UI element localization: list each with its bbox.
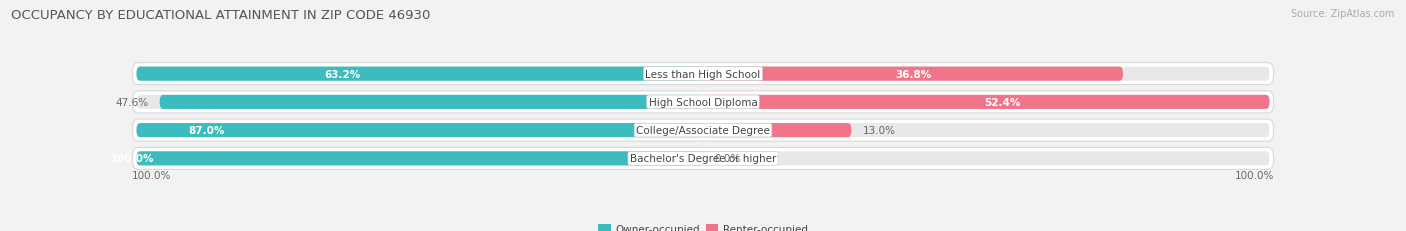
Text: 63.2%: 63.2% bbox=[325, 69, 360, 79]
Text: Bachelor's Degree or higher: Bachelor's Degree or higher bbox=[630, 154, 776, 164]
Text: Source: ZipAtlas.com: Source: ZipAtlas.com bbox=[1291, 9, 1395, 19]
Text: 100.0%: 100.0% bbox=[111, 154, 155, 164]
Legend: Owner-occupied, Renter-occupied: Owner-occupied, Renter-occupied bbox=[595, 219, 811, 231]
FancyBboxPatch shape bbox=[136, 124, 703, 138]
FancyBboxPatch shape bbox=[132, 91, 1274, 113]
Text: College/Associate Degree: College/Associate Degree bbox=[636, 126, 770, 136]
FancyBboxPatch shape bbox=[703, 95, 1270, 109]
Text: Less than High School: Less than High School bbox=[645, 69, 761, 79]
FancyBboxPatch shape bbox=[703, 124, 852, 138]
FancyBboxPatch shape bbox=[136, 67, 703, 81]
Text: 87.0%: 87.0% bbox=[188, 126, 225, 136]
Text: 100.0%: 100.0% bbox=[132, 170, 172, 181]
Text: High School Diploma: High School Diploma bbox=[648, 97, 758, 107]
FancyBboxPatch shape bbox=[136, 95, 1270, 109]
FancyBboxPatch shape bbox=[132, 148, 1274, 170]
FancyBboxPatch shape bbox=[160, 95, 703, 109]
Text: 0.0%: 0.0% bbox=[714, 154, 741, 164]
Text: 36.8%: 36.8% bbox=[894, 69, 931, 79]
Text: OCCUPANCY BY EDUCATIONAL ATTAINMENT IN ZIP CODE 46930: OCCUPANCY BY EDUCATIONAL ATTAINMENT IN Z… bbox=[11, 9, 430, 22]
FancyBboxPatch shape bbox=[136, 67, 1270, 81]
Text: 100.0%: 100.0% bbox=[1234, 170, 1274, 181]
Text: 52.4%: 52.4% bbox=[984, 97, 1021, 107]
Text: 47.6%: 47.6% bbox=[115, 97, 149, 107]
FancyBboxPatch shape bbox=[136, 152, 1270, 166]
Text: 13.0%: 13.0% bbox=[862, 126, 896, 136]
FancyBboxPatch shape bbox=[136, 152, 703, 166]
FancyBboxPatch shape bbox=[136, 124, 1270, 138]
FancyBboxPatch shape bbox=[132, 63, 1274, 85]
FancyBboxPatch shape bbox=[703, 67, 1123, 81]
FancyBboxPatch shape bbox=[132, 120, 1274, 142]
